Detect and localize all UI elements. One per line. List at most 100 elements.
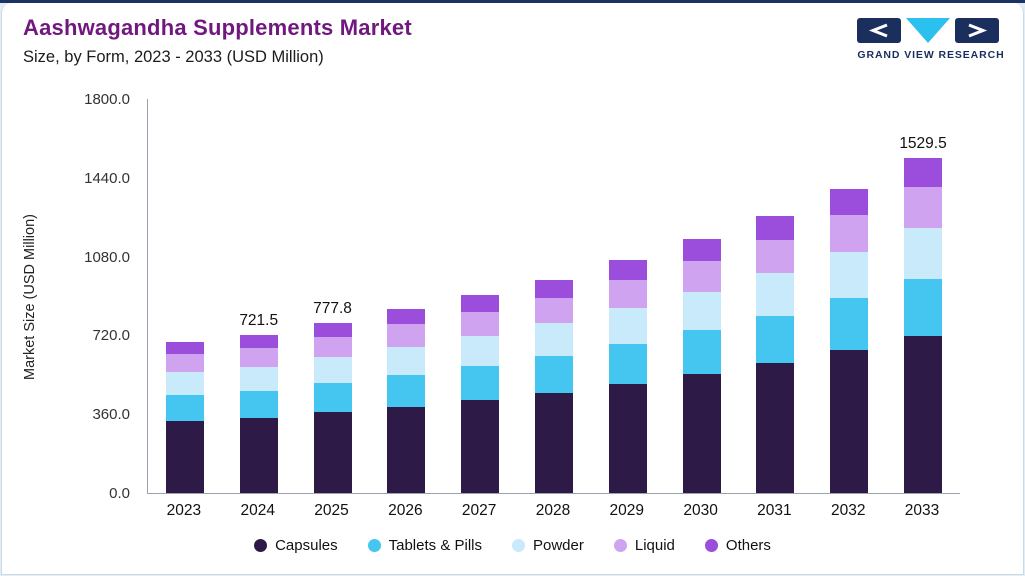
y-tick-label: 720.0: [92, 327, 130, 345]
y-tick-label: 1800.0: [84, 91, 130, 108]
x-tick-label: 2030: [683, 502, 718, 519]
segment-capsules: [756, 362, 795, 493]
bar-2027: [461, 294, 500, 493]
legend-label: Others: [725, 537, 771, 554]
bar-2029: [608, 259, 647, 493]
segment-capsules: [534, 392, 573, 493]
legend-item-others: Others: [704, 537, 771, 554]
bar-2032: [830, 188, 869, 493]
segment-tablets-pills: [830, 298, 869, 351]
legend-label: Tablets & Pills: [388, 537, 482, 554]
bar-column-2025: 777.8: [296, 99, 370, 493]
top-accent-bar: [0, 0, 1025, 3]
segment-capsules: [387, 406, 426, 493]
bar-column-2026: [369, 99, 443, 493]
segment-tablets-pills: [682, 330, 721, 374]
segment-tablets-pills: [165, 394, 204, 421]
segment-liquid: [313, 336, 352, 358]
bar-column-2027: [443, 99, 517, 493]
segment-tablets-pills: [387, 374, 426, 407]
segment-others: [756, 216, 795, 240]
bar-column-2031: [739, 99, 813, 493]
bar-value-label: 777.8: [313, 299, 352, 317]
chart-card: Aashwagandha Supplements Market Size, by…: [1, 3, 1024, 575]
x-tick-label: 2031: [757, 502, 792, 519]
y-axis-ticks: 0.0 360.0 720.0 1080.0 1440.0 1800.0: [58, 91, 138, 502]
x-tick-label: 2033: [904, 502, 940, 519]
brand-name: GRAND VIEW RESEARCH: [857, 49, 1005, 61]
segment-powder: [608, 308, 647, 344]
segment-others: [461, 294, 500, 312]
legend-label: Capsules: [275, 537, 338, 554]
legend-item-capsules: Capsules: [254, 537, 338, 554]
segment-liquid: [904, 187, 943, 228]
legend-item-liquid: Liquid: [613, 537, 675, 554]
segment-powder: [682, 291, 721, 331]
legend-dot-icon: [512, 539, 525, 552]
page-subtitle: Size, by Form, 2023 - 2033 (USD Million): [23, 48, 324, 66]
segment-capsules: [682, 373, 721, 493]
bar-column-2028: [517, 99, 591, 493]
legend-dot-icon: [367, 539, 381, 552]
x-tick-label: 2025: [314, 502, 349, 519]
legend: Capsules Tablets & Pills Powder Liquid Other…: [2, 537, 1023, 554]
header: Aashwagandha Supplements Market Size, by…: [23, 15, 1005, 67]
segment-liquid: [461, 311, 500, 336]
legend-item-powder: Powder: [512, 537, 584, 554]
segment-tablets-pills: [313, 383, 352, 413]
bar-column-2030: [665, 99, 739, 493]
legend-dot-icon: [254, 539, 268, 552]
plot-area: 721.5 777.8 1529.5: [147, 99, 960, 494]
x-tick-label: 2029: [609, 502, 645, 519]
segment-others: [904, 158, 943, 188]
bar-column-2023: [148, 99, 222, 493]
segment-liquid: [682, 260, 721, 292]
segment-others: [239, 335, 278, 348]
segment-capsules: [461, 399, 500, 493]
bar-2033: [904, 158, 943, 493]
segment-powder: [756, 273, 795, 316]
segment-tablets-pills: [534, 355, 573, 393]
segment-liquid: [534, 297, 573, 324]
segment-others: [165, 342, 204, 355]
legend-label: Powder: [533, 537, 584, 554]
x-tick-label: 2027: [461, 502, 497, 519]
legend-dot-icon: [704, 539, 718, 552]
segment-others: [608, 259, 647, 280]
legend-dot-icon: [613, 539, 627, 552]
bar-2024: [239, 335, 278, 493]
segment-liquid: [387, 324, 426, 347]
bar-column-2029: [591, 99, 665, 493]
segment-others: [313, 322, 352, 337]
bar-column-2032: [812, 99, 886, 493]
segment-powder: [387, 346, 426, 375]
y-axis-title: Market Size (USD Million): [22, 214, 38, 380]
segment-tablets-pills: [608, 343, 647, 384]
segment-others: [830, 188, 869, 216]
bar-value-label: 1529.5: [899, 135, 947, 153]
segment-powder: [534, 323, 573, 356]
segment-tablets-pills: [904, 278, 943, 337]
legend-item-tablets-pills: Tablets & Pills: [367, 537, 482, 554]
y-tick-label: 1440.0: [84, 169, 130, 187]
title-block: Aashwagandha Supplements Market Size, by…: [23, 15, 412, 67]
bar-2030: [682, 239, 721, 493]
segment-others: [534, 279, 573, 298]
segment-powder: [904, 227, 943, 279]
page-title: Aashwagandha Supplements Market: [23, 15, 412, 40]
segment-tablets-pills: [461, 365, 500, 400]
x-tick-label: 2032: [830, 502, 866, 519]
bar-2028: [534, 279, 573, 493]
bar-2023: [165, 342, 204, 493]
brand-logo-icon: [857, 18, 999, 43]
segment-capsules: [313, 412, 352, 493]
x-tick-label: 2023: [166, 502, 202, 519]
segment-capsules: [608, 383, 647, 493]
segment-capsules: [165, 420, 204, 493]
bar-value-label: 721.5: [239, 312, 279, 330]
brand-logo: GRAND VIEW RESEARCH: [857, 17, 1005, 61]
segment-powder: [165, 371, 204, 395]
segment-liquid: [165, 354, 204, 372]
legend-label: Liquid: [634, 537, 675, 554]
segment-capsules: [904, 336, 943, 493]
